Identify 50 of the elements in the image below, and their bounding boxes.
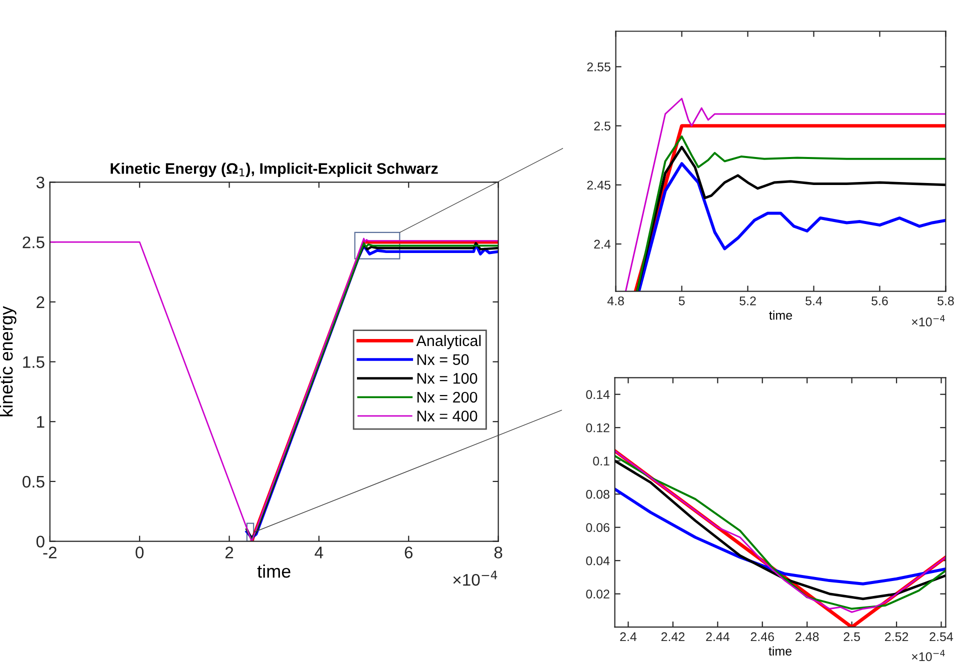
x-tick-label: 2.54 xyxy=(930,632,954,642)
y-tick-label: 1 xyxy=(37,416,44,428)
y-tick-label: 0 xyxy=(36,536,44,548)
y-tick-label: 2.55 xyxy=(587,62,610,72)
x-axis-title: time xyxy=(768,646,792,656)
text: ×10$^{−4}$ xyxy=(912,315,945,326)
x-tick-label: -2 xyxy=(43,546,57,558)
y-tick-label: 0.14 xyxy=(586,390,610,399)
x-tick-label: 2.44 xyxy=(706,632,730,642)
x-axis-title: time xyxy=(769,310,792,320)
x-tick-label: 4.8 xyxy=(607,296,624,306)
legend-label: Nx = 50 xyxy=(417,354,469,365)
x-tick-label: 2.46 xyxy=(750,632,774,642)
x-tick-label: 0 xyxy=(136,546,144,558)
y-tick-label: 0.02 xyxy=(586,590,610,598)
legend-label: Nx = 200 xyxy=(417,392,478,403)
y-tick-label: 2.5 xyxy=(594,122,610,130)
y-axis-title: kinetic energy xyxy=(0,306,16,416)
y-tick-label: 1.5 xyxy=(23,356,44,368)
x-tick-label: 4 xyxy=(314,546,324,558)
legend-label: Nx = 100 xyxy=(417,373,478,384)
y-tick-label: 0.08 xyxy=(586,490,610,499)
x-tick-label: 2 xyxy=(225,546,234,558)
y-tick-label: 0.06 xyxy=(586,523,610,532)
x-tick-label: 5.6 xyxy=(872,296,888,306)
text: ×10$^{−4}$ xyxy=(453,570,498,586)
x-tick-label: 8 xyxy=(494,546,502,558)
y-tick-label: 0.5 xyxy=(22,476,44,488)
x-tick-label: 6 xyxy=(404,546,413,558)
text: ×10$^{−4}$ xyxy=(912,650,945,662)
x-axis-title: time xyxy=(257,564,290,578)
x-tick-label: 5.8 xyxy=(938,296,954,306)
x-tick-label: 2.48 xyxy=(796,632,819,642)
x-tick-label: 2.42 xyxy=(661,632,684,642)
legend-label: Analytical xyxy=(416,334,481,350)
y-tick-label: 2.5 xyxy=(22,236,44,248)
x-tick-label: 5.2 xyxy=(740,296,756,306)
y-tick-label: 0.12 xyxy=(586,423,610,432)
y-tick-label: 0.1 xyxy=(593,456,610,466)
x-tick-label: 2.52 xyxy=(884,632,908,642)
x-tick-label: 2.4 xyxy=(620,632,637,642)
x-tick-label: 5.4 xyxy=(806,296,822,306)
y-tick-label: 3 xyxy=(36,176,44,188)
x-tick-label: 2.5 xyxy=(844,632,860,642)
chart-title: Kinetic Energy (Ω$_{1}$), Implicit-Explicit Schwarz xyxy=(110,162,438,178)
legend-label: Nx = 400 xyxy=(417,410,478,422)
y-tick-label: 0.04 xyxy=(586,556,610,566)
x-tick-label: 5 xyxy=(678,296,685,306)
y-tick-label: 2.45 xyxy=(587,180,610,190)
y-tick-label: 2.4 xyxy=(594,240,611,249)
